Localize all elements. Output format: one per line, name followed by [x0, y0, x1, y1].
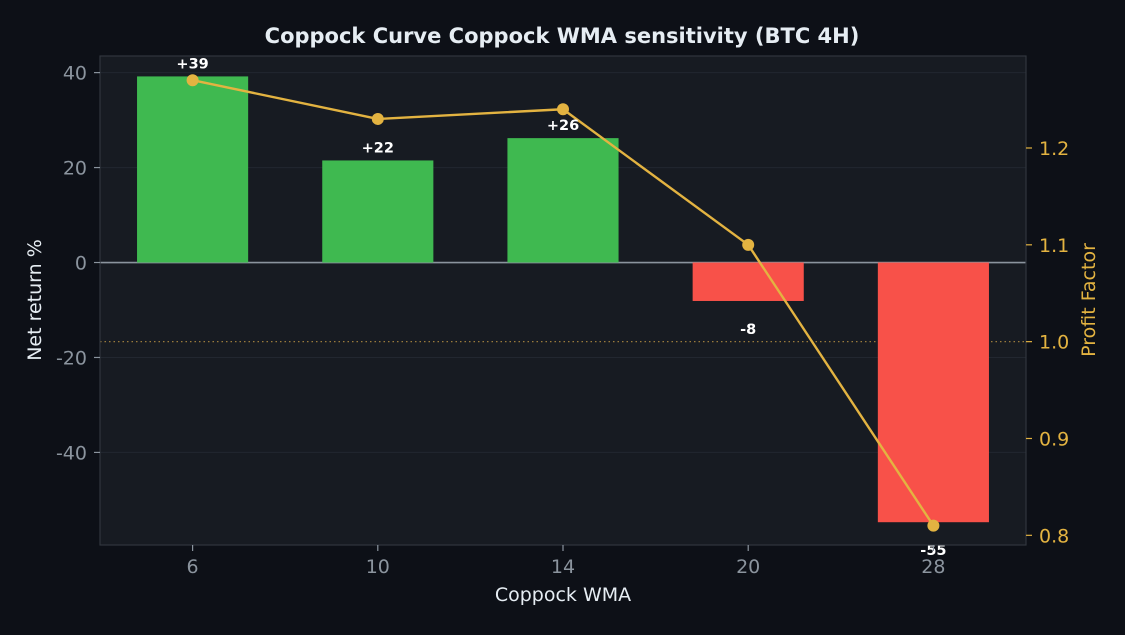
y-tick-label: -20: [56, 347, 87, 369]
bar-value-label: +26: [547, 118, 579, 134]
y2-axis-label: Profit Factor: [1078, 243, 1100, 357]
bar-value-label: -55: [920, 543, 946, 559]
profit-factor-point: [186, 74, 199, 87]
y-tick-label: 40: [63, 63, 87, 85]
y2-tick-label: 0.9: [1039, 428, 1069, 450]
y-tick-label: 0: [75, 253, 87, 275]
x-axis-label: Coppock WMA: [495, 584, 631, 606]
y2-tick-label: 1.2: [1039, 138, 1069, 160]
bar-series: [137, 76, 989, 523]
profit-factor-point: [927, 519, 940, 532]
profit-factor-point: [742, 238, 755, 251]
bar: [137, 76, 249, 263]
plot-area: [100, 56, 1026, 545]
x-tick-label: 14: [551, 556, 575, 578]
profit-factor-point: [371, 112, 384, 125]
bar-value-label: +39: [176, 56, 208, 72]
bar-value-label: +22: [362, 140, 394, 156]
chart-title: Coppock Curve Coppock WMA sensitivity (B…: [265, 24, 860, 48]
axes: 40 20 0 -20 -40 1.2 1.1 1.0 0.9 0.8 6 10 14 20 28: [56, 63, 1069, 578]
bar: [692, 262, 804, 301]
gridlines: [100, 72, 1026, 453]
y-tick-label: -40: [56, 442, 87, 464]
x-tick-label: 10: [366, 556, 390, 578]
profit-factor-series: [186, 74, 940, 532]
y-axis-label: Net return %: [24, 239, 46, 361]
bar: [877, 262, 989, 523]
bar: [507, 138, 619, 263]
y-tick-label: 20: [63, 158, 87, 180]
bar: [322, 160, 434, 263]
x-tick-label: 6: [187, 556, 199, 578]
profit-factor-point: [557, 103, 569, 116]
y2-tick-label: 1.1: [1039, 235, 1069, 257]
bar-value-label: -8: [740, 322, 756, 338]
y2-tick-label: 1.0: [1039, 332, 1069, 354]
data-labels: +39 +22 +26 -8 -55: [176, 56, 946, 559]
x-tick-label: 28: [921, 556, 945, 578]
x-tick-label: 20: [736, 556, 760, 578]
y2-tick-label: 0.8: [1039, 525, 1069, 547]
